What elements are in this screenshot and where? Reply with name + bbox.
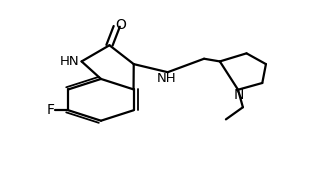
Text: F: F [46,103,54,117]
Text: NH: NH [157,72,176,85]
Text: O: O [116,18,126,32]
Text: HN: HN [60,55,80,68]
Text: N: N [234,88,244,102]
